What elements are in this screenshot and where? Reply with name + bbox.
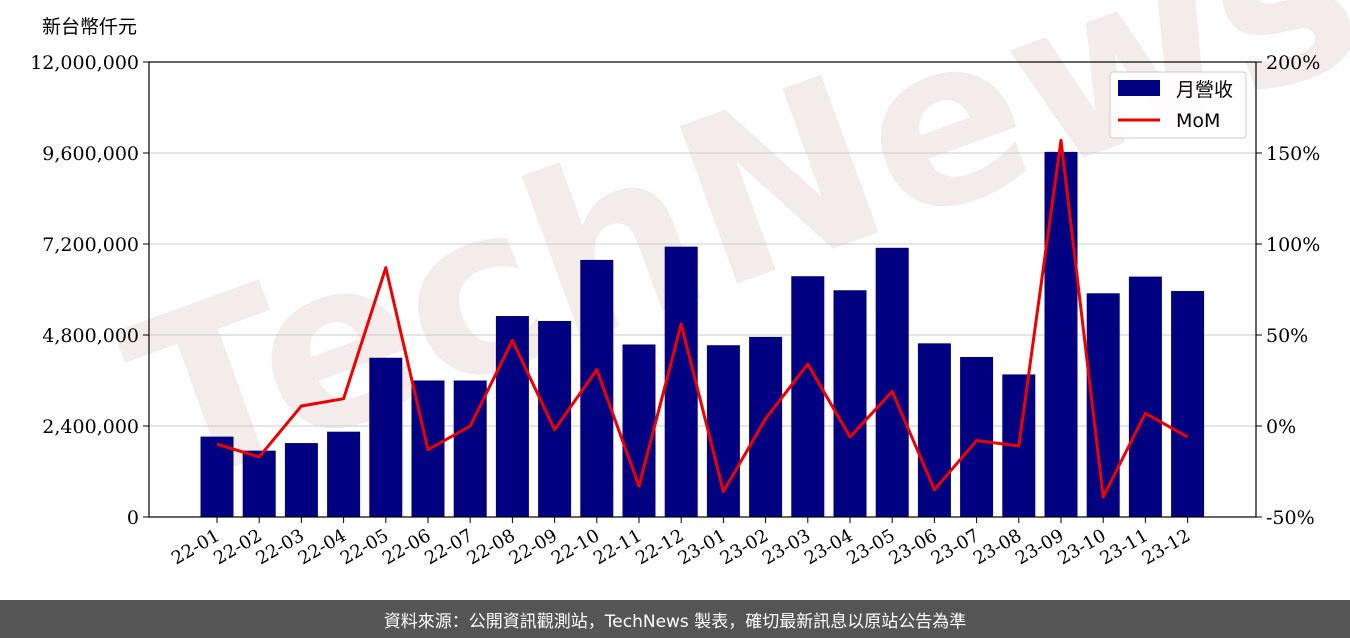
revenue-bar [369,357,403,517]
right-tick-label: 50% [1266,325,1308,347]
legend-bar-swatch [1118,80,1160,96]
revenue-bar [791,276,825,517]
right-tick-label: 100% [1266,234,1320,256]
legend-bar-label: 月營收 [1176,79,1233,101]
mom-series [216,138,1189,499]
revenue-bar [622,344,656,517]
left-tick-label: 0 [127,507,139,529]
revenue-bar [284,443,318,517]
chart: TechNews 02,400,0004,800,0007,200,0009,6… [30,0,1350,569]
x-axis: 22-0122-0222-0322-0422-0522-0622-0722-08… [168,517,1194,569]
revenue-bar [327,431,361,517]
legend: 月營收 MoM [1109,71,1247,139]
revenue-bar [200,436,234,517]
revenue-bar [960,356,994,517]
revenue-bar [242,450,276,517]
revenue-bar [1044,151,1078,518]
footer-source-note: 資料來源：公開資訊觀測站，TechNews 製表，確切最新訊息以原站公告為準 [0,600,1350,638]
revenue-bar [1128,276,1162,517]
bar-series [200,151,1205,518]
revenue-bar [749,336,783,517]
left-tick-label: 2,400,000 [42,416,139,438]
left-tick-label: 12,000,000 [30,52,139,74]
revenue-bar [664,246,698,517]
y-unit-label: 新台幣仟元 [42,16,137,38]
left-axis: 0 2,400,000 4,800,000 7,200,000 9,600,000 12,… [30,52,149,529]
revenue-bar [1171,291,1205,517]
left-tick-label: 7,200,000 [42,234,139,256]
revenue-bar [875,247,909,517]
right-axis: -50% 0% 50% 100% 150% 200% [1256,52,1320,529]
legend-line-label: MoM [1176,110,1220,132]
right-tick-label: 150% [1266,143,1320,165]
right-tick-label: 0% [1266,416,1296,438]
right-tick-label: -50% [1266,507,1315,529]
mom-line [216,138,1189,499]
x-tick-label: 23-12 [1139,525,1194,569]
revenue-bar [538,320,572,517]
right-tick-label: 200% [1266,52,1320,74]
left-tick-label: 9,600,000 [42,143,139,165]
left-tick-label: 4,800,000 [42,325,139,347]
plot-frame [148,61,1257,518]
revenue-bar [580,259,614,517]
revenue-bar [495,316,529,517]
revenue-bar [833,290,867,517]
